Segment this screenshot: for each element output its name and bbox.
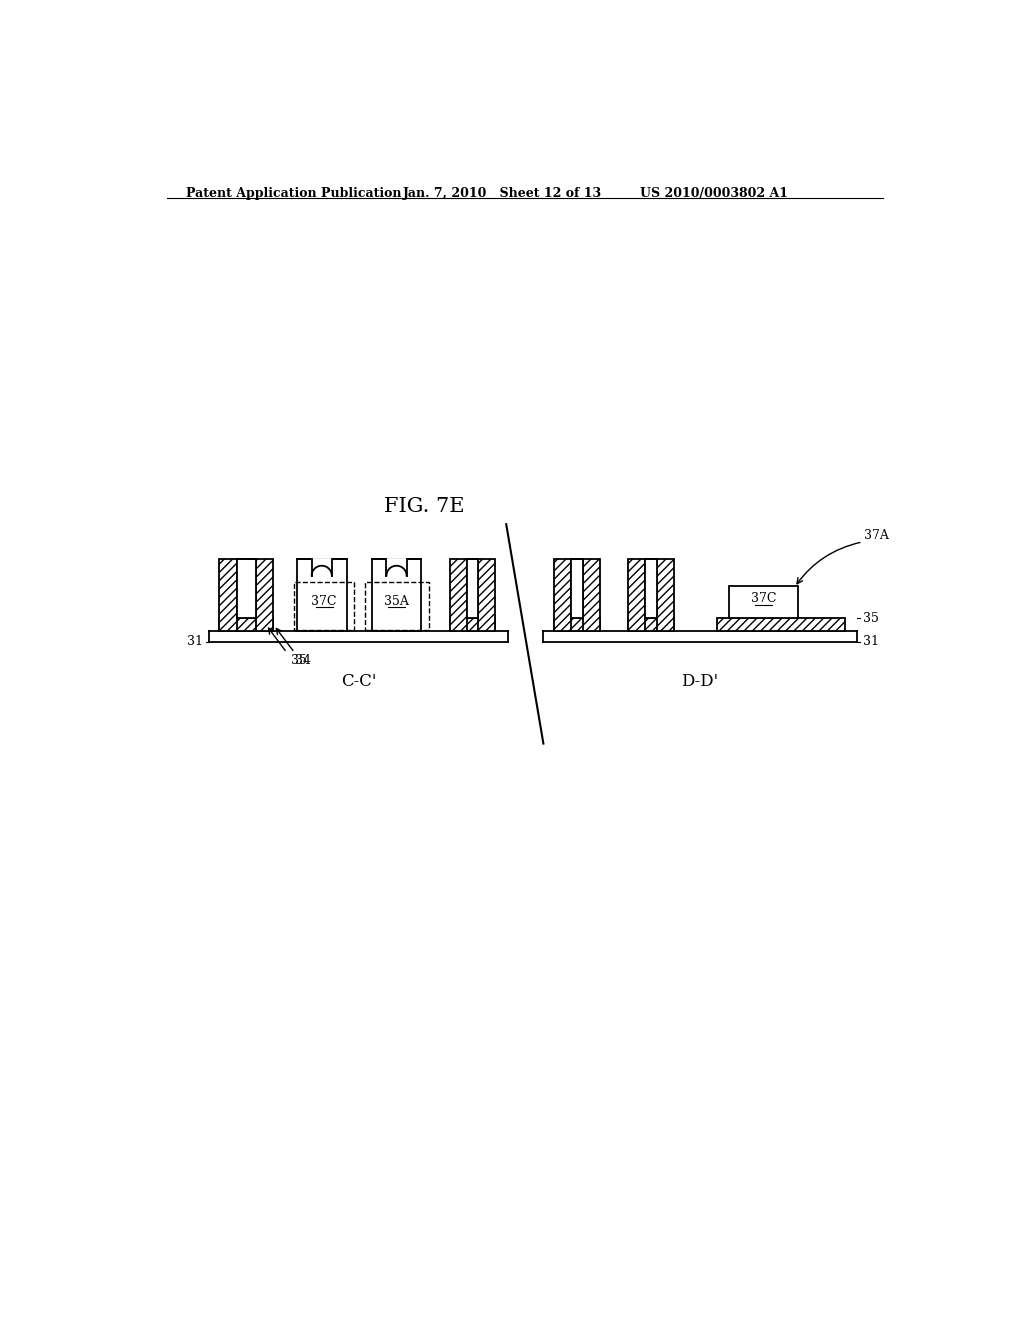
Bar [450, 558, 467, 631]
Bar [717, 618, 845, 631]
Bar [294, 582, 354, 630]
Text: 37A: 37A [864, 529, 889, 543]
Text: 35: 35 [291, 655, 306, 668]
Text: FIG. 7E: FIG. 7E [384, 498, 464, 516]
Bar [478, 558, 496, 631]
Bar [628, 558, 645, 631]
Bar [297, 558, 346, 631]
Text: C-C': C-C' [341, 673, 376, 690]
Bar [372, 558, 421, 631]
Bar [571, 558, 583, 618]
Bar [256, 558, 273, 631]
Bar [656, 558, 674, 631]
Text: D-D': D-D' [681, 673, 718, 690]
Bar [237, 558, 256, 618]
Text: 37C: 37C [311, 594, 337, 607]
Text: Jan. 7, 2010   Sheet 12 of 13: Jan. 7, 2010 Sheet 12 of 13 [403, 187, 602, 199]
Bar [219, 618, 273, 631]
Polygon shape [386, 558, 407, 576]
Bar [645, 558, 656, 618]
Text: 31: 31 [862, 635, 879, 648]
Text: 31: 31 [187, 635, 203, 648]
Bar [729, 586, 799, 618]
Text: 35A: 35A [384, 594, 410, 607]
Text: Patent Application Publication: Patent Application Publication [186, 187, 401, 199]
Text: US 2010/0003802 A1: US 2010/0003802 A1 [640, 187, 787, 199]
Bar [219, 558, 237, 631]
Text: 35: 35 [862, 611, 879, 624]
Bar [628, 618, 674, 631]
Bar [554, 618, 600, 631]
Text: 34: 34 [295, 655, 310, 668]
Text: 37C: 37C [751, 593, 776, 606]
Bar [366, 582, 429, 630]
Bar [467, 558, 478, 618]
Bar [450, 618, 496, 631]
Bar [554, 558, 571, 631]
Polygon shape [311, 558, 332, 576]
Bar [583, 558, 600, 631]
